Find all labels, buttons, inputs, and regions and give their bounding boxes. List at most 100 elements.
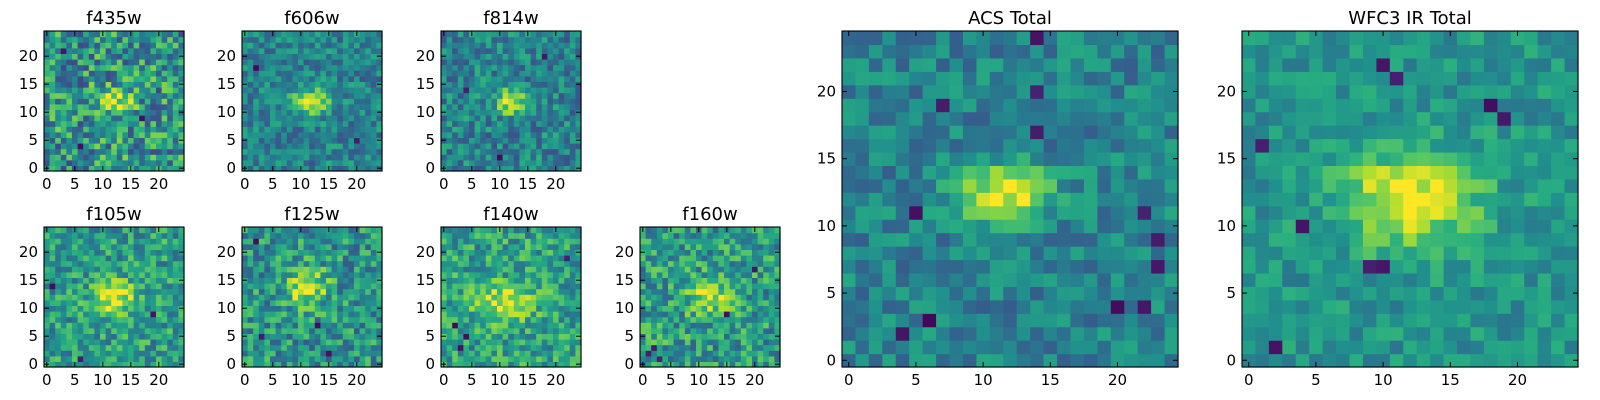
heatmap-cell (513, 103, 520, 110)
heatmap-cell (474, 143, 481, 150)
heatmap-cell (508, 92, 515, 99)
heatmap-cell (513, 322, 520, 329)
heatmap-cell (575, 115, 582, 122)
heatmap-cell (553, 344, 560, 351)
heatmap-cell (100, 148, 107, 155)
heatmap-cell (72, 81, 79, 88)
heatmap-cell (359, 350, 366, 357)
heatmap-cell (286, 137, 293, 144)
heatmap-cells (640, 227, 781, 368)
heatmap-cell (128, 339, 135, 346)
heatmap-cell (735, 283, 742, 290)
heatmap-cell (868, 340, 883, 355)
heatmap-cell (882, 219, 897, 234)
heatmap-cell (66, 81, 73, 88)
heatmap-cell (370, 53, 377, 60)
heatmap-cell (553, 137, 560, 144)
heatmap-cell (718, 299, 725, 306)
heatmap-cell (178, 98, 185, 105)
heatmap-cell (452, 283, 459, 290)
heatmap-cell (326, 81, 333, 88)
heatmap-cell (281, 355, 288, 362)
heatmap-cell (348, 260, 355, 267)
heatmap-cell (547, 103, 554, 110)
heatmap-cell (491, 103, 498, 110)
heatmap-cell (763, 271, 770, 278)
heatmap-cell (463, 75, 470, 82)
heatmap-cell (882, 326, 897, 341)
heatmap-cell (359, 154, 366, 161)
heatmap-cell (701, 333, 708, 340)
heatmap-cell (94, 311, 101, 318)
heatmap-cell (83, 87, 90, 94)
heatmap-cell (342, 266, 349, 273)
heatmap-cell (320, 31, 327, 38)
heatmap-cell (100, 53, 107, 60)
heatmap-cell (281, 311, 288, 318)
heatmap-cell (298, 243, 305, 250)
heatmap-cell (167, 266, 174, 273)
heatmap-cell (66, 339, 73, 346)
heatmap-cell (55, 47, 62, 54)
heatmap-cell (247, 327, 254, 334)
heatmap-cell (536, 311, 543, 318)
heatmap-cell (485, 53, 492, 60)
heatmap-cell (111, 165, 118, 172)
heatmap-cell (536, 344, 543, 351)
heatmap-cell (167, 243, 174, 250)
heatmap-cell (326, 154, 333, 161)
heatmap-cell (354, 115, 361, 122)
heatmap-cell (530, 81, 537, 88)
heatmap-cell (253, 109, 260, 116)
heatmap-cell (55, 53, 62, 60)
heatmap-cell (144, 64, 151, 71)
heatmap-cell (640, 355, 647, 362)
heatmap-cell (525, 255, 532, 262)
heatmap-cell (286, 249, 293, 256)
heatmap-cell (1137, 299, 1152, 314)
heatmap-cell (139, 59, 146, 66)
heatmap-cell (88, 59, 95, 66)
heatmap-cell (536, 232, 543, 239)
heatmap-cell (72, 159, 79, 166)
heatmap-cell (547, 271, 554, 278)
heatmap-cell (564, 344, 571, 351)
heatmap-cell (684, 238, 691, 245)
heatmap-cell (242, 311, 249, 318)
heatmap-cell (463, 299, 470, 306)
heatmap-cell (253, 277, 260, 284)
heatmap-cell (513, 137, 520, 144)
heatmap-cell (105, 87, 112, 94)
heatmap-cell (513, 361, 520, 368)
heatmap-cell (724, 344, 731, 351)
heatmap-cell (150, 109, 157, 116)
heatmap-cell (457, 75, 464, 82)
heatmap-cell (774, 283, 781, 290)
heatmap-cell (502, 70, 509, 77)
heatmap-cell (178, 294, 185, 301)
heatmap-cell (497, 59, 504, 66)
heatmap-cell (172, 344, 179, 351)
heatmap-cell (72, 350, 79, 357)
heatmap-cell (156, 249, 163, 256)
heatmap-cell (474, 154, 481, 161)
heatmap-cell (44, 316, 51, 323)
heatmap-cell (264, 299, 271, 306)
heatmap-cell (868, 219, 883, 234)
heatmap-cell (457, 126, 464, 133)
heatmap-cell (513, 350, 520, 357)
heatmap-cell (936, 299, 951, 314)
heatmap-cell (530, 47, 537, 54)
heatmap-cell (77, 333, 84, 340)
heatmap-cell (724, 266, 731, 273)
heatmap-cell (724, 350, 731, 357)
heatmap-cell (161, 299, 168, 306)
heatmap-cell (376, 322, 383, 329)
heatmap-cell (541, 355, 548, 362)
heatmap-cell (662, 243, 669, 250)
heatmap-cell (44, 294, 51, 301)
heatmap-cell (144, 288, 151, 295)
heatmap-cell (55, 327, 62, 334)
heatmap-cell (656, 238, 663, 245)
heatmap-cell (331, 137, 338, 144)
